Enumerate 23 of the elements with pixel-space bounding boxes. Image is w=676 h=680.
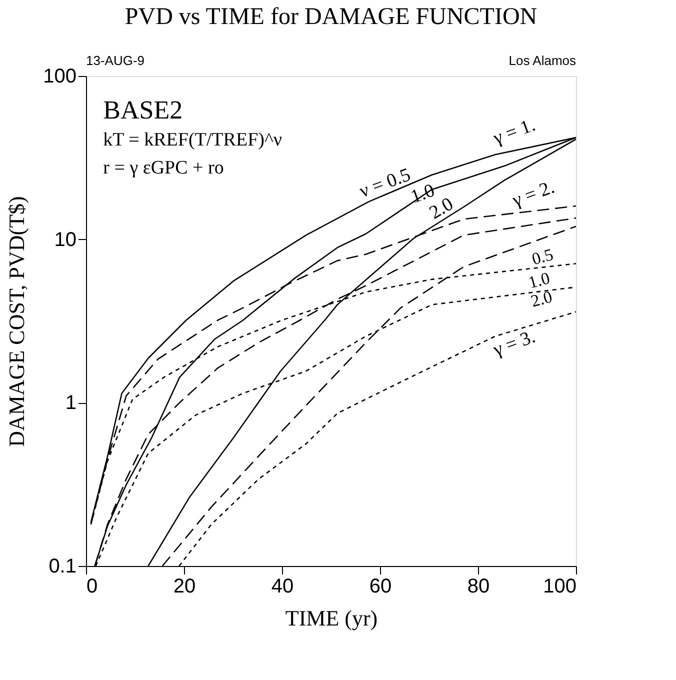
annotation: r = γ εGPC + ro xyxy=(103,158,224,179)
x-axis-title: TIME (yr) xyxy=(285,606,378,630)
annotation: BASE2 xyxy=(103,95,183,124)
annotation: kT = kREF(T/TREF)^ν xyxy=(103,130,282,151)
y-tick-label: 0.1 xyxy=(48,556,76,578)
chart-title: PVD vs TIME for DAMAGE FUNCTION xyxy=(124,4,538,30)
x-tick-label: 20 xyxy=(173,576,196,598)
x-tick-label: 80 xyxy=(467,576,490,598)
text: 13-AUG-9 xyxy=(86,53,145,68)
annotation: γ = 2. xyxy=(508,176,558,212)
y-tick-label: 100 xyxy=(43,66,76,88)
x-tick-label: 40 xyxy=(271,576,294,598)
annotation: 0.5 xyxy=(530,244,556,269)
x-tick-label: 60 xyxy=(369,576,392,598)
annotation: ν = 0.5 xyxy=(356,164,414,202)
annotation: γ = 3. xyxy=(490,326,538,362)
y-tick-label: 1 xyxy=(65,392,76,414)
y-tick-label: 10 xyxy=(54,228,76,251)
annotation: γ = 1. xyxy=(490,114,538,150)
y-axis-title: DAMAGE COST, PVD(T$) xyxy=(4,196,30,447)
x-tick-label: 100 xyxy=(543,576,576,598)
text: Los Alamos xyxy=(508,53,576,68)
x-tick-label: 0 xyxy=(86,576,98,598)
